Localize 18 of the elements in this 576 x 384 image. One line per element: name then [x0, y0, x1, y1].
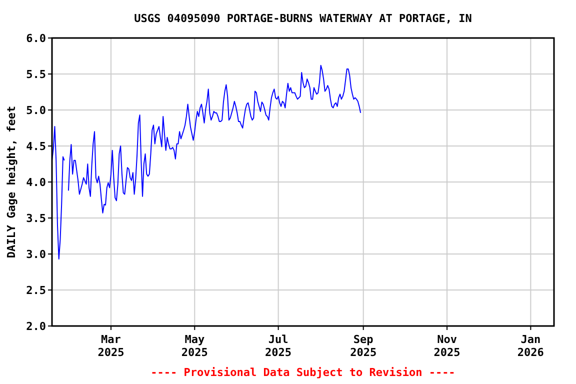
y-tick-label: 4.5 [26, 140, 46, 153]
y-tick-label: 4.0 [26, 176, 46, 189]
y-axis-title: DAILY Gage height, feet [5, 106, 18, 258]
y-tick-label: 3.0 [26, 248, 46, 261]
chart-title: USGS 04095090 PORTAGE-BURNS WATERWAY AT PORTAGE, IN [134, 12, 472, 25]
y-tick-label: 2.5 [26, 284, 46, 297]
x-tick-label: May 2025 [181, 333, 208, 359]
y-tick-label: 6.0 [26, 32, 46, 45]
x-tick-label: Jul 2025 [265, 333, 292, 359]
y-tick-label: 5.5 [26, 68, 46, 81]
x-tick-label: Sep 2025 [350, 333, 377, 359]
y-tick-label: 3.5 [26, 212, 46, 225]
y-tick-label: 2.0 [26, 320, 46, 333]
x-tick-label: Mar 2025 [98, 333, 124, 359]
y-tick-label: 5.0 [26, 104, 46, 117]
text: ---- Provisional Data Subject to Revision ---- [150, 366, 456, 379]
x-tick-label: Nov 2025 [434, 333, 460, 359]
x-tick-label: Jan 2026 [517, 333, 544, 359]
